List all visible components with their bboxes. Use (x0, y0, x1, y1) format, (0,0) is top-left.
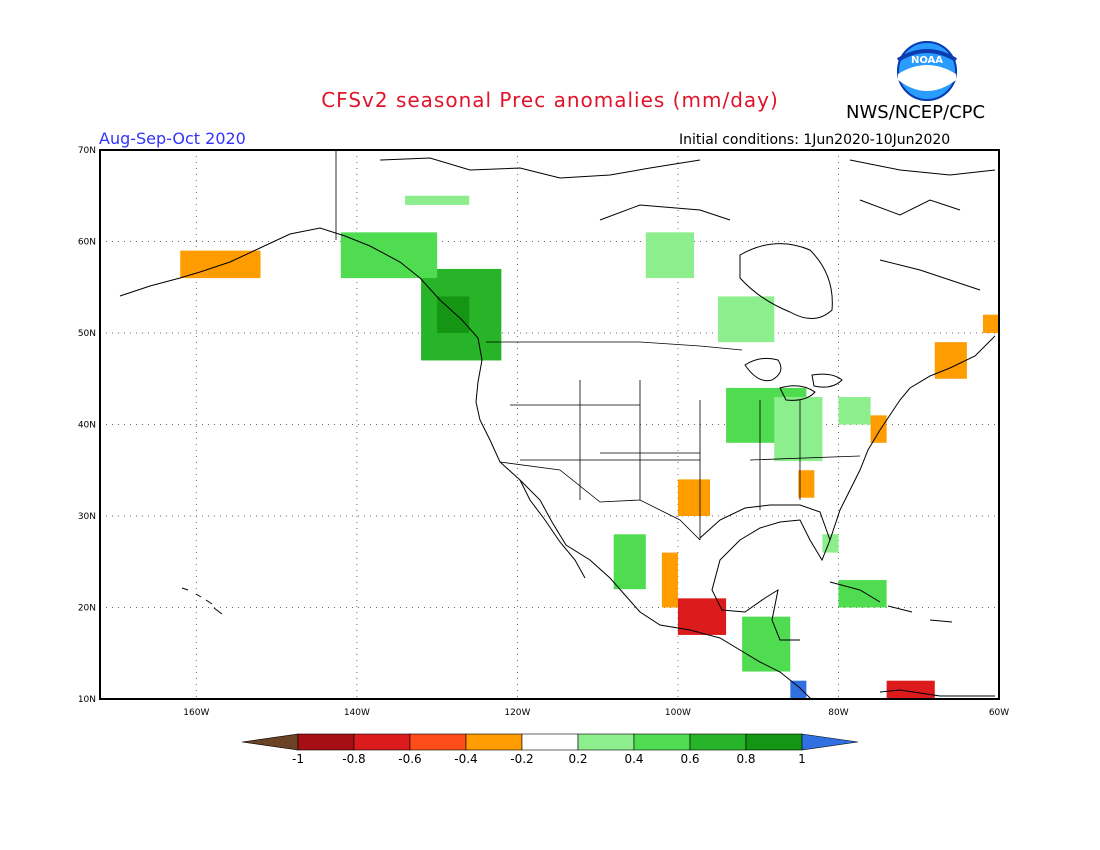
anomaly-cell-labrador-dry (982, 314, 999, 333)
colorbar-segment (409, 733, 467, 751)
lon-tick-label: 120W (504, 708, 530, 718)
colorbar-segment (521, 733, 579, 751)
us-canada-border (486, 341, 743, 351)
anomaly-cell-hudson-bay-west-wet (645, 232, 694, 279)
colorbar-segment (465, 733, 523, 751)
colorbar-label: 0.4 (624, 752, 643, 766)
map-frame (99, 149, 1000, 700)
colorbar-label: 0.8 (736, 752, 755, 766)
lon-tick-label: 80W (828, 708, 848, 718)
color-legend: -1 -0.8 -0.6 -0.4 -0.2 0.2 0.4 0.6 0.8 1 (241, 733, 859, 766)
noaa-logo: NOAA (896, 41, 958, 101)
great-lakes (744, 357, 843, 401)
anomaly-cell-cuba-wet (838, 580, 887, 608)
lat-tick-label: 30N (78, 512, 96, 522)
colorbar-label: -0.8 (342, 752, 365, 766)
atlantic-coastline (829, 335, 996, 541)
colorbar-segment (689, 733, 747, 751)
lon-tick-label: 160W (183, 708, 209, 718)
colorbar-segment (633, 733, 691, 751)
lat-tick-label: 10N (78, 695, 96, 705)
anomaly-cell-ontario-wet (718, 296, 775, 343)
baja-coastline (519, 479, 586, 579)
pacific-coastline (119, 227, 813, 701)
anomaly-cell-alaska-panhandle-wet (340, 232, 438, 279)
anomaly-cell-ohio-valley-wet (774, 397, 823, 462)
anomaly-cell-venezuela-coast-dry (886, 680, 935, 699)
political-borders (335, 150, 861, 541)
colorbar-end-high (801, 733, 859, 751)
anomaly-cell-central-america-wet (742, 616, 791, 672)
colorbar-label: 1 (798, 752, 806, 766)
colorbar-segment (745, 733, 803, 751)
lat-tick-label: 20N (78, 604, 96, 614)
lon-tick-label: 100W (665, 708, 691, 718)
anomaly-cell-mid-atlantic-dry (870, 415, 887, 443)
hawaii-islands (181, 587, 223, 615)
anomaly-cell-mexico-west-wet (613, 534, 646, 590)
gulf-coastline (699, 504, 831, 641)
us-state-lines (510, 380, 861, 540)
colorbar-label: 0.2 (568, 752, 587, 766)
colorbar-label: -0.6 (398, 752, 421, 766)
anomaly-cell-georgia-dry (798, 470, 815, 498)
initial-conditions-label: Initial conditions: 1Jun2020-10Jun2020 (679, 132, 951, 148)
anomaly-cell-florida-wet (822, 534, 839, 553)
colorbar-segment (297, 733, 355, 751)
colorbar-label: -1 (292, 752, 304, 766)
latitude-labels: 10N 20N 30N 40N 50N 60N 70N (78, 146, 96, 705)
anomaly-cell-texas-dry (677, 479, 711, 516)
colorbar-label: -0.4 (454, 752, 477, 766)
season-label: Aug-Sep-Oct 2020 (99, 129, 246, 148)
hudson-bay (739, 243, 833, 319)
colorbar-segment (353, 733, 411, 751)
lon-tick-label: 60W (989, 708, 1009, 718)
colorbar-end-low (241, 733, 299, 751)
lat-tick-label: 50N (78, 329, 96, 339)
map-title: CFSv2 seasonal Prec anomalies (mm/day) (321, 88, 779, 112)
anomaly-cells (180, 195, 999, 699)
anomaly-cell-quebec-east-dry (934, 342, 967, 379)
colorbar-label: 0.6 (680, 752, 699, 766)
us-mexico-border (499, 461, 701, 541)
anomaly-cell-great-lakes-east-wet (838, 397, 871, 425)
colorbar-segment (577, 733, 635, 751)
colorbar-label: -0.2 (510, 752, 533, 766)
lon-tick-label: 140W (344, 708, 370, 718)
longitude-labels: 160W 140W 120W 100W 80W 60W (183, 708, 1009, 718)
lat-tick-label: 40N (78, 421, 96, 431)
agency-label: NWS/NCEP/CPC (846, 102, 986, 123)
anomaly-cell-nicaragua-strong-wet (790, 680, 807, 699)
coastlines (119, 157, 996, 701)
arctic-islands (379, 157, 996, 291)
lat-tick-label: 60N (78, 238, 96, 248)
anomaly-cell-mexico-sierra-dry (661, 552, 678, 608)
caribbean-islands (829, 581, 995, 697)
anomaly-cell-canadian-arctic-wet (405, 195, 470, 205)
logo-lettering: NOAA (911, 55, 943, 66)
lat-tick-label: 70N (78, 146, 96, 156)
